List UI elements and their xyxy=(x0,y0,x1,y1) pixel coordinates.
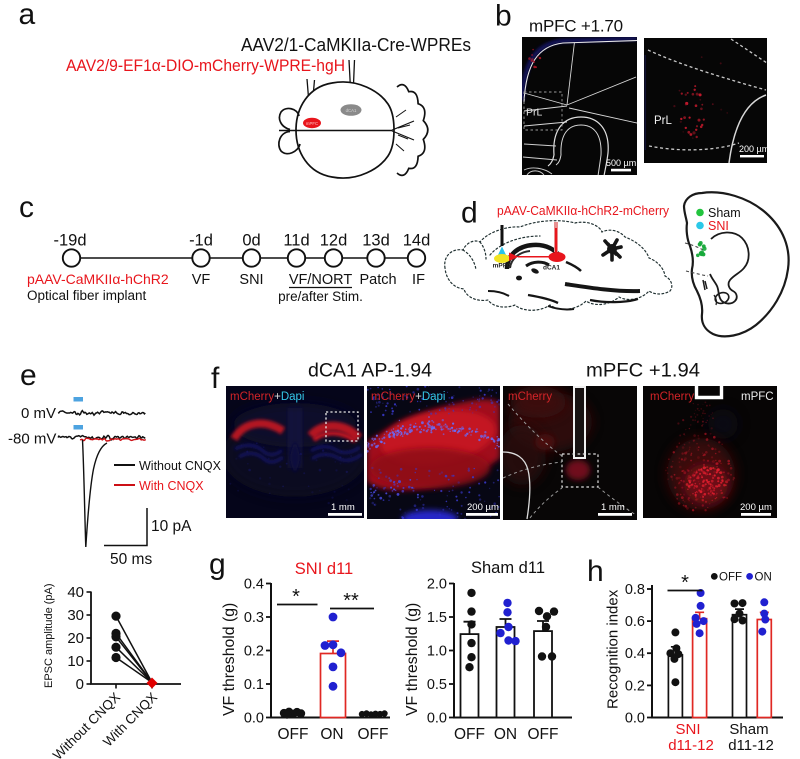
svg-text:d: d xyxy=(461,197,478,230)
svg-text:0.3: 0.3 xyxy=(244,610,264,626)
svg-text:mPFC +1.94: mPFC +1.94 xyxy=(586,361,700,382)
svg-text:500 µm: 500 µm xyxy=(606,158,636,168)
svg-text:0.0: 0.0 xyxy=(427,711,447,727)
svg-text:0.0: 0.0 xyxy=(244,711,264,727)
svg-text:AAV2/9-EF1α-DIO-mCherry-WPRE-h: AAV2/9-EF1α-DIO-mCherry-WPRE-hgH xyxy=(66,57,345,75)
svg-text:Sham: Sham xyxy=(708,206,741,220)
svg-text:SNI d11: SNI d11 xyxy=(295,560,353,578)
svg-text:Sham d11: Sham d11 xyxy=(471,559,545,577)
svg-text:1.5: 1.5 xyxy=(427,610,447,626)
svg-text:pAAV-CaMKIIα-hChR2: pAAV-CaMKIIα-hChR2 xyxy=(27,271,169,287)
svg-text:SNI: SNI xyxy=(239,272,263,288)
svg-text:Recognition index: Recognition index xyxy=(605,589,622,709)
svg-text:200 µm: 200 µm xyxy=(739,144,769,154)
svg-text:0.5: 0.5 xyxy=(427,677,447,693)
svg-text:1 mm: 1 mm xyxy=(331,502,355,513)
svg-text:mCherry+Dapi: mCherry+Dapi xyxy=(371,391,445,403)
svg-text:mPFC +1.70: mPFC +1.70 xyxy=(529,17,623,36)
svg-text:PrL: PrL xyxy=(654,115,673,127)
svg-text:mPFC: mPFC xyxy=(493,263,512,270)
svg-text:12d: 12d xyxy=(320,232,348,250)
svg-text:200 µm: 200 µm xyxy=(467,502,499,513)
svg-text:mCherry: mCherry xyxy=(650,391,694,403)
svg-text:With CNQX: With CNQX xyxy=(139,479,204,493)
svg-text:EPSC amplitude (pA): EPSC amplitude (pA) xyxy=(43,583,55,688)
svg-text:dCA1: dCA1 xyxy=(346,108,357,113)
svg-text:0.1: 0.1 xyxy=(244,677,264,693)
svg-text:b: b xyxy=(495,0,512,33)
svg-text:0.4: 0.4 xyxy=(244,577,264,593)
svg-text:*: * xyxy=(681,572,689,594)
svg-text:40: 40 xyxy=(67,584,84,601)
svg-text:13d: 13d xyxy=(362,232,390,250)
svg-text:f: f xyxy=(211,362,220,395)
svg-text:OFF: OFF xyxy=(719,572,742,584)
svg-text:2.0: 2.0 xyxy=(427,577,447,593)
svg-text:0.8: 0.8 xyxy=(625,582,645,598)
svg-text:50 ms: 50 ms xyxy=(110,551,152,568)
svg-text:dCA1: dCA1 xyxy=(543,265,560,272)
svg-text:pre/after Stim.: pre/after Stim. xyxy=(278,289,363,304)
svg-text:-19d: -19d xyxy=(53,232,86,250)
svg-text:200 µm: 200 µm xyxy=(740,502,772,513)
svg-text:0.4: 0.4 xyxy=(625,646,645,662)
svg-text:SNI: SNI xyxy=(708,219,729,233)
svg-text:mPFC: mPFC xyxy=(306,121,318,126)
svg-text:-1d: -1d xyxy=(189,232,213,250)
svg-text:VF/NORT: VF/NORT xyxy=(289,272,353,288)
svg-text:0.0: 0.0 xyxy=(625,711,645,727)
svg-text:14d: 14d xyxy=(403,232,431,250)
svg-text:OFF: OFF xyxy=(278,726,309,743)
svg-text:-80 mV: -80 mV xyxy=(8,431,56,448)
svg-text:10 pA: 10 pA xyxy=(151,518,192,535)
svg-text:30: 30 xyxy=(67,607,84,624)
svg-text:OFF: OFF xyxy=(454,726,485,743)
svg-text:VF threshold (g): VF threshold (g) xyxy=(221,603,238,716)
svg-text:ON: ON xyxy=(320,726,343,743)
svg-text:**: ** xyxy=(343,590,359,612)
svg-text:AAV2/1-CaMKIIa-Cre-WPREs: AAV2/1-CaMKIIa-Cre-WPREs xyxy=(241,35,471,55)
svg-text:d11-12: d11-12 xyxy=(728,737,774,754)
svg-text:mCherry: mCherry xyxy=(508,391,552,403)
svg-text:mCherry+Dapi: mCherry+Dapi xyxy=(230,391,304,403)
svg-text:0d: 0d xyxy=(242,232,260,250)
svg-text:g: g xyxy=(209,548,226,581)
svg-text:0.2: 0.2 xyxy=(625,678,645,694)
svg-text:1.0: 1.0 xyxy=(427,644,447,660)
svg-text:20: 20 xyxy=(67,630,84,647)
svg-text:IF: IF xyxy=(412,272,425,288)
svg-text:0: 0 xyxy=(76,676,84,693)
svg-text:0.2: 0.2 xyxy=(244,644,264,660)
svg-text:a: a xyxy=(19,0,36,31)
svg-text:VF: VF xyxy=(192,272,211,288)
svg-text:mPFC: mPFC xyxy=(741,391,774,403)
svg-text:dCA1 AP-1.94: dCA1 AP-1.94 xyxy=(308,361,432,382)
svg-text:e: e xyxy=(20,359,37,392)
svg-text:OFF: OFF xyxy=(528,726,559,743)
svg-text:Without CNQX: Without CNQX xyxy=(139,459,222,473)
svg-text:PrL: PrL xyxy=(526,107,543,119)
svg-text:c: c xyxy=(19,191,34,224)
svg-text:ON: ON xyxy=(494,726,517,743)
svg-text:0.6: 0.6 xyxy=(625,614,645,630)
svg-text:*: * xyxy=(292,586,300,608)
svg-text:Patch: Patch xyxy=(359,272,396,288)
svg-text:Sham: Sham xyxy=(729,721,768,738)
svg-text:10: 10 xyxy=(67,653,84,670)
svg-text:OFF: OFF xyxy=(358,726,389,743)
svg-text:h: h xyxy=(587,555,604,588)
svg-text:ON: ON xyxy=(755,572,772,584)
svg-text:11d: 11d xyxy=(283,232,309,250)
svg-text:d11-12: d11-12 xyxy=(668,737,714,754)
svg-text:pAAV-CaMKIIα-hChR2-mCherry: pAAV-CaMKIIα-hChR2-mCherry xyxy=(497,203,669,218)
svg-text:1 mm: 1 mm xyxy=(601,502,625,513)
svg-text:0 mV: 0 mV xyxy=(21,405,56,422)
svg-text:Optical fiber implant: Optical fiber implant xyxy=(27,288,147,303)
svg-text:VF threshold (g): VF threshold (g) xyxy=(404,603,421,716)
svg-text:SNI: SNI xyxy=(675,721,700,738)
